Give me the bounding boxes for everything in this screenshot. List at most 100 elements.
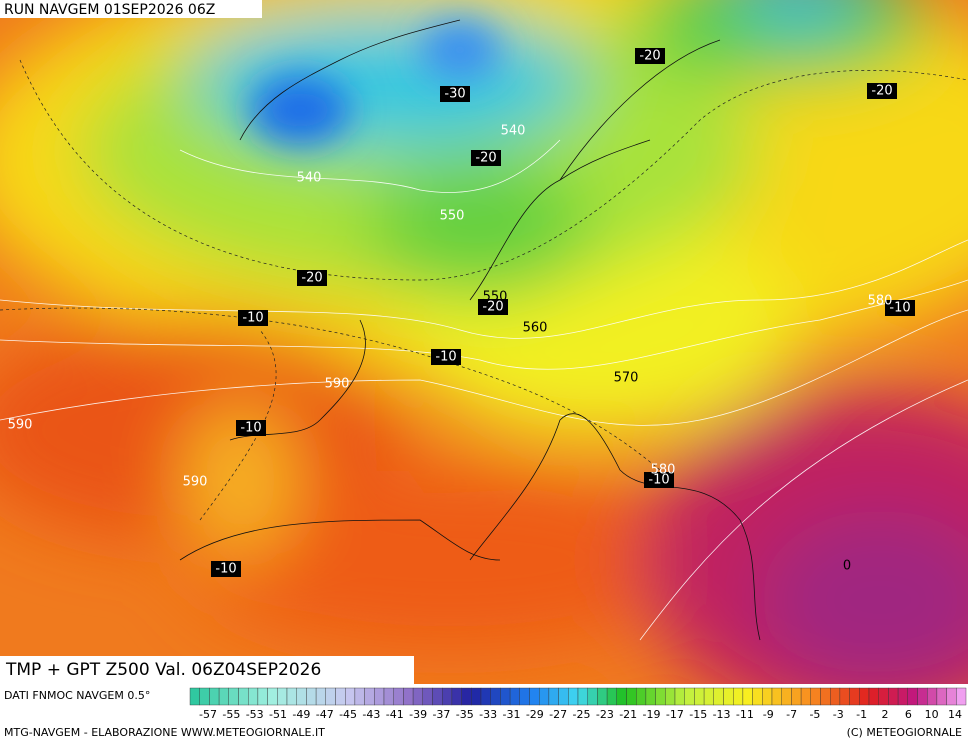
temperature-label-box (471, 150, 501, 166)
legend-swatch (616, 687, 627, 706)
temperature-label: -10 (889, 301, 910, 316)
temperature-label-box (644, 472, 674, 488)
legend-swatch (645, 687, 656, 706)
temperature-label: 0 (843, 559, 851, 574)
legend-swatch (946, 687, 957, 706)
legend-swatch (810, 687, 821, 706)
height-label: 550 (483, 290, 508, 305)
legend-label: -51 (269, 708, 287, 721)
legend-swatch (733, 687, 744, 706)
legend-swatch (597, 687, 608, 706)
legend-swatch (257, 687, 268, 706)
legend-label: -17 (666, 708, 684, 721)
legend-label: -33 (479, 708, 497, 721)
legend-swatch (335, 687, 346, 706)
temperature-label-box (440, 86, 470, 102)
legend-swatch (364, 687, 375, 706)
legend-swatch (490, 687, 501, 706)
legend-swatch (606, 687, 617, 706)
legend-swatch (267, 687, 278, 706)
legend-label: 2 (881, 708, 888, 721)
legend-swatch (936, 687, 947, 706)
legend-swatch (655, 687, 666, 706)
legend-swatch (500, 687, 511, 706)
legend-swatch (471, 687, 482, 706)
legend-label: -5 (809, 708, 820, 721)
map-field: -20 -20 -30 -20 -20 -20 -10 -10 -10 -10 -10 -10 0 540… (0, 0, 968, 686)
legend-swatch (897, 687, 908, 706)
legend-swatch (286, 687, 297, 706)
legend-label: 14 (948, 708, 962, 721)
legend-label: -3 (833, 708, 844, 721)
legend-swatch (199, 687, 210, 706)
legend-swatch (558, 687, 569, 706)
legend-label: -25 (573, 708, 591, 721)
legend-swatch (713, 687, 724, 706)
legend-label: -45 (339, 708, 357, 721)
legend-swatch (209, 687, 220, 706)
temperature-label: -10 (242, 311, 263, 326)
height-label: 590 (183, 475, 208, 490)
legend-swatch (218, 687, 230, 706)
caption-box (0, 656, 414, 684)
legend-swatch (742, 687, 753, 706)
legend-swatch (189, 687, 200, 706)
legend-label: -19 (643, 708, 661, 721)
temperature-label: -10 (435, 350, 456, 365)
legend-swatch (461, 687, 472, 706)
legend-swatch (800, 687, 811, 706)
temperature-label: -20 (639, 49, 660, 64)
height-label: 590 (325, 377, 350, 392)
legend-swatch (383, 687, 394, 706)
legend-swatch (412, 687, 424, 706)
legend-label: -57 (199, 708, 217, 721)
height-label: 580 (868, 294, 893, 309)
legend-label: -47 (316, 708, 334, 721)
height-label: 540 (297, 171, 322, 186)
temperature-label-box (478, 299, 508, 315)
legend-label: -21 (619, 708, 637, 721)
legend: -57 -55 -53 -51 -49 -47 -45 -43 -41 -39 -37 -35 -33-… (189, 687, 967, 721)
legend-swatch (374, 687, 385, 706)
legend-swatch (442, 687, 453, 706)
temperature-label: -20 (482, 300, 503, 315)
temperature-contours (0, 59, 968, 521)
temperature-label: -10 (648, 473, 669, 488)
legend-label: -35 (456, 708, 474, 721)
legend-swatch (868, 687, 879, 706)
temperature-label-box (867, 83, 897, 99)
legend-swatch (247, 687, 259, 706)
legend-swatch (771, 687, 782, 706)
legend-swatch (626, 687, 637, 706)
legend-label: -31 (502, 708, 520, 721)
footer-left: MTG-NAVGEM - ELABORAZIONE WWW.METEOGIORN… (4, 726, 325, 739)
temperature-label-box (236, 420, 266, 436)
temperature-label-box (238, 310, 268, 326)
legend-swatch (238, 687, 249, 706)
legend-swatch (888, 687, 899, 706)
temperature-label-box (211, 561, 241, 577)
legend-swatch (519, 687, 530, 706)
temperature-label: -30 (444, 87, 465, 102)
height-contours (0, 139, 968, 641)
temperature-label-box (885, 300, 915, 316)
height-label: 560 (523, 321, 548, 336)
legend-swatch (432, 687, 443, 706)
legend-swatch (228, 687, 239, 706)
legend-swatch (325, 687, 336, 706)
legend-swatch (781, 687, 792, 706)
legend-title: DATI FNMOC NAVGEM 0.5° (4, 689, 150, 702)
footer-right: (C) METEOGIORNALE (847, 726, 962, 739)
legend-swatch (723, 687, 734, 706)
legend-swatch (684, 687, 695, 706)
legend-label: -43 (362, 708, 380, 721)
legend-swatch (529, 687, 540, 706)
legend-swatch (907, 687, 918, 706)
legend-swatch (820, 687, 831, 706)
legend-swatch (548, 687, 559, 706)
legend-label: 6 (905, 708, 912, 721)
temperature-label-box (297, 270, 327, 286)
temperature-label: -10 (240, 421, 261, 436)
legend-swatch (539, 687, 550, 706)
contour-labels: -20 -20 -30 -20 -20 -20 -10 -10 -10 -10 -10 -10 0 540… (8, 48, 915, 577)
